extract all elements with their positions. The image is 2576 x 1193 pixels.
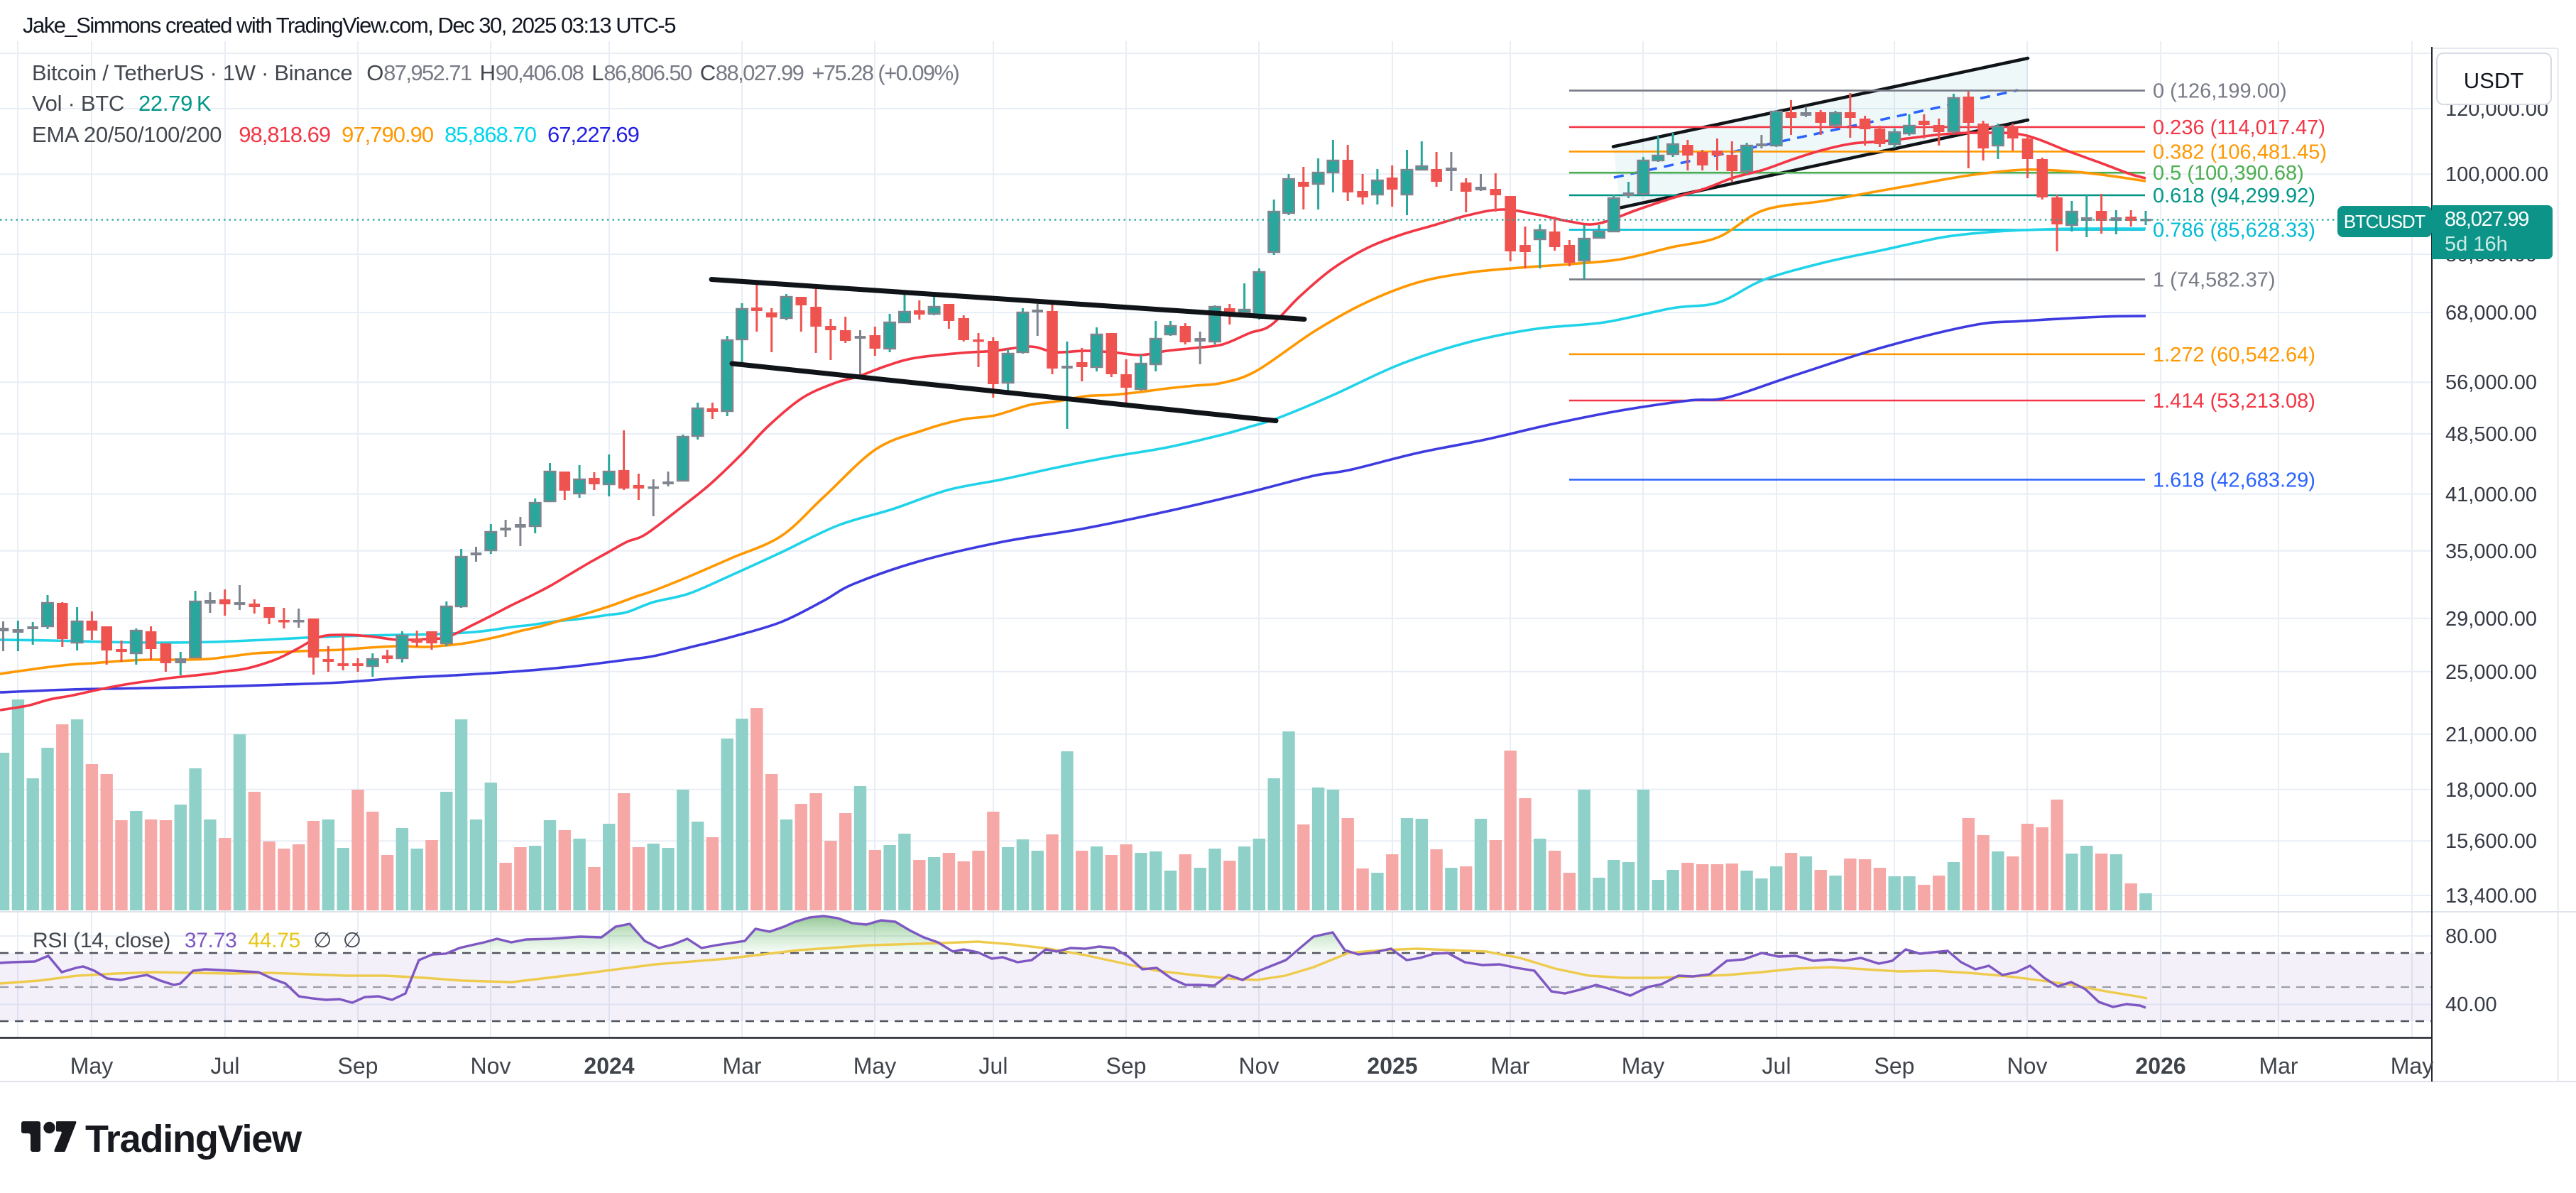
svg-text:Jul: Jul bbox=[979, 1053, 1008, 1079]
svg-text:Nov: Nov bbox=[1239, 1053, 1279, 1079]
svg-text:1 (74,582.37): 1 (74,582.37) bbox=[2153, 268, 2276, 291]
svg-text:1.272 (60,542.64): 1.272 (60,542.64) bbox=[2153, 344, 2315, 366]
svg-text:41,000.00: 41,000.00 bbox=[2445, 484, 2537, 506]
svg-text:25,000.00: 25,000.00 bbox=[2445, 661, 2537, 684]
svg-text:Sep: Sep bbox=[338, 1053, 378, 1079]
svg-text:0.618 (94,299.92): 0.618 (94,299.92) bbox=[2153, 185, 2315, 207]
svg-text:1.414 (53,213.08): 1.414 (53,213.08) bbox=[2153, 390, 2315, 413]
svg-text:Bitcoin / TetherUS · 1W · Bina: Bitcoin / TetherUS · 1W · Binance O87,952… bbox=[32, 60, 959, 85]
svg-text:88,027.99: 88,027.99 bbox=[2445, 208, 2528, 231]
svg-text:68,000.00: 68,000.00 bbox=[2445, 302, 2537, 325]
svg-text:1.618 (42,683.29): 1.618 (42,683.29) bbox=[2153, 469, 2315, 492]
svg-text:13,400.00: 13,400.00 bbox=[2445, 885, 2537, 908]
svg-text:56,000.00: 56,000.00 bbox=[2445, 371, 2537, 394]
svg-text:0.5 (100,390.68): 0.5 (100,390.68) bbox=[2153, 162, 2304, 185]
svg-text:Sep: Sep bbox=[1874, 1053, 1915, 1079]
svg-text:May: May bbox=[2391, 1053, 2433, 1079]
svg-text:80.00: 80.00 bbox=[2445, 925, 2497, 948]
svg-text:Mar: Mar bbox=[2259, 1053, 2298, 1079]
svg-text:15,600.00: 15,600.00 bbox=[2445, 830, 2537, 853]
svg-text:0.382 (106,481.45): 0.382 (106,481.45) bbox=[2153, 141, 2327, 163]
svg-text:USDT: USDT bbox=[2464, 68, 2523, 93]
svg-text:Sep: Sep bbox=[1106, 1053, 1147, 1079]
svg-text:May: May bbox=[70, 1053, 113, 1079]
svg-text:29,000.00: 29,000.00 bbox=[2445, 608, 2537, 631]
svg-text:May: May bbox=[1622, 1053, 1664, 1079]
svg-text:2026: 2026 bbox=[2135, 1053, 2185, 1079]
svg-text:Jake_Simmons created with Trad: Jake_Simmons created with TradingView.co… bbox=[23, 13, 675, 38]
svg-text:TradingView: TradingView bbox=[85, 1118, 302, 1160]
svg-text:BTCUSDT: BTCUSDT bbox=[2344, 211, 2426, 232]
svg-text:0.786 (85,628.33): 0.786 (85,628.33) bbox=[2153, 219, 2315, 242]
svg-text:Jul: Jul bbox=[1762, 1053, 1791, 1079]
svg-text:21,000.00: 21,000.00 bbox=[2445, 724, 2537, 746]
svg-text:Jul: Jul bbox=[211, 1053, 240, 1079]
svg-text:100,000.00: 100,000.00 bbox=[2445, 163, 2548, 186]
svg-text:Nov: Nov bbox=[471, 1053, 511, 1079]
svg-text:35,000.00: 35,000.00 bbox=[2445, 540, 2537, 563]
svg-text:40.00: 40.00 bbox=[2445, 993, 2497, 1016]
svg-text:Mar: Mar bbox=[722, 1053, 761, 1079]
svg-text:2025: 2025 bbox=[1367, 1053, 1417, 1079]
svg-text:Mar: Mar bbox=[1490, 1053, 1529, 1079]
svg-text:May: May bbox=[853, 1053, 896, 1079]
svg-text:0.236 (114,017.47): 0.236 (114,017.47) bbox=[2153, 116, 2325, 139]
svg-text:0 (126,199.00): 0 (126,199.00) bbox=[2153, 80, 2287, 103]
svg-text:18,000.00: 18,000.00 bbox=[2445, 779, 2537, 802]
svg-text:48,500.00: 48,500.00 bbox=[2445, 423, 2537, 446]
svg-text:5d 16h: 5d 16h bbox=[2445, 233, 2508, 256]
svg-text:2024: 2024 bbox=[584, 1053, 634, 1079]
svg-text:Nov: Nov bbox=[2007, 1053, 2048, 1079]
